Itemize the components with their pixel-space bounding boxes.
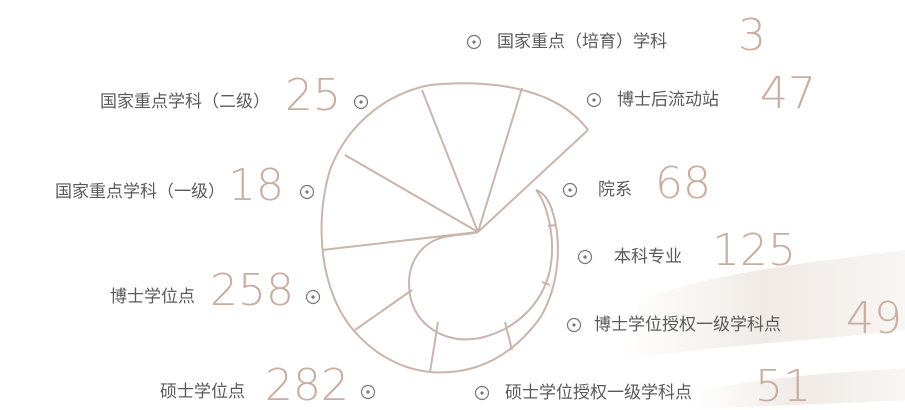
icon-dot [311, 295, 315, 299]
icon-dot [305, 190, 309, 194]
item-value: 125 [712, 225, 796, 276]
stat-item: 本科专业 125 [577, 225, 796, 276]
item-icon [577, 249, 593, 265]
item-icon [566, 317, 582, 333]
icon-ring [586, 92, 602, 108]
item-label: 博士学位授权一级学科点 [594, 315, 781, 335]
icon-dot [366, 390, 370, 394]
icon-ring [562, 182, 578, 198]
item-value: 258 [210, 265, 294, 316]
nautilus-shell [320, 82, 589, 374]
item-label: 国家重点学科（一级） [55, 182, 225, 202]
item-label: 国家重点学科（二级） [100, 92, 270, 112]
icon-ring [360, 384, 376, 400]
item-label: 硕士学位点 [160, 382, 245, 402]
item-value: 49 [846, 293, 902, 344]
item-value: 51 [755, 361, 811, 410]
item-value: 282 [265, 360, 349, 410]
icon-ring [566, 317, 582, 333]
item-label: 本科专业 [614, 247, 682, 267]
icon-dot [568, 188, 572, 192]
item-label: 博士后流动站 [617, 90, 719, 110]
icon-ring [577, 249, 593, 265]
icon-dot [572, 323, 576, 327]
item-icon [466, 34, 482, 50]
item-label: 国家重点（培育）学科 [497, 32, 667, 52]
stat-item: 博士学位授权一级学科点 49 [566, 293, 902, 344]
brush-stroke [620, 250, 905, 360]
icon-ring [474, 385, 490, 401]
stat-item: 国家重点学科（二级） 25 [100, 70, 369, 121]
icon-ring [305, 289, 321, 305]
icon-dot [359, 100, 363, 104]
icon-dot [592, 98, 596, 102]
stat-item: 博士后流动站 47 [586, 68, 816, 119]
item-icon [305, 289, 321, 305]
stat-item: 院系 68 [562, 158, 711, 209]
icon-ring [299, 184, 315, 200]
item-label: 博士学位点 [110, 287, 195, 307]
stat-item: 博士学位点 258 [110, 265, 321, 316]
item-icon [360, 384, 376, 400]
item-icon [474, 385, 490, 401]
icon-dot [472, 40, 476, 44]
stat-item: 国家重点（培育）学科 3 [466, 10, 766, 61]
item-value: 68 [655, 158, 711, 209]
icon-ring [353, 94, 369, 110]
item-value: 18 [228, 160, 284, 211]
item-label: 院系 [598, 180, 632, 200]
item-value: 47 [760, 68, 816, 119]
brush-stroke [690, 368, 905, 410]
stat-item: 硕士学位授权一级学科点 51 [474, 361, 811, 410]
icon-ring [466, 34, 482, 50]
item-icon [353, 94, 369, 110]
item-icon [562, 182, 578, 198]
icon-dot [480, 391, 484, 395]
item-icon [299, 184, 315, 200]
item-label: 硕士学位授权一级学科点 [505, 383, 692, 403]
item-value: 3 [738, 10, 766, 61]
item-value: 25 [285, 70, 341, 121]
item-icon [586, 92, 602, 108]
stat-item: 国家重点学科（一级） 18 [55, 160, 315, 211]
icon-dot [583, 255, 587, 259]
stat-item: 硕士学位点 282 [160, 360, 376, 410]
